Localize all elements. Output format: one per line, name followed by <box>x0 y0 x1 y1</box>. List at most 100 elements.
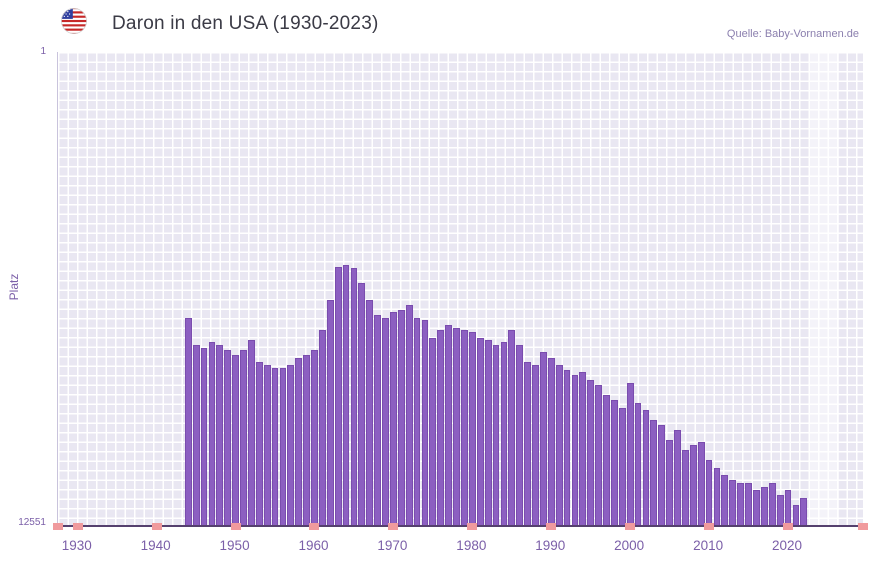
bar-1971[interactable] <box>397 310 405 525</box>
bar-1999[interactable] <box>618 407 626 525</box>
bar-1977[interactable] <box>445 324 453 525</box>
bar-1996[interactable] <box>595 384 602 525</box>
bar-1956[interactable] <box>279 367 287 525</box>
x-tick-label: 1940 <box>140 538 171 553</box>
bar-1982[interactable] <box>484 339 492 525</box>
bar-1951[interactable] <box>240 350 247 525</box>
x-axis: 1930 1940 1950 1960 1970 1980 1990 2000 2010 2020 <box>57 538 862 558</box>
bar-1969[interactable] <box>382 318 389 525</box>
bar-1988[interactable] <box>532 364 539 525</box>
bar-1981[interactable] <box>476 338 484 525</box>
y-axis-label: Platz <box>7 273 21 301</box>
bar-1993[interactable] <box>571 374 579 525</box>
bar-1961[interactable] <box>318 330 326 525</box>
bar-1986[interactable] <box>516 344 524 525</box>
bar-1970[interactable] <box>390 312 397 525</box>
bar-1980[interactable] <box>468 332 476 525</box>
bar-1945[interactable] <box>192 344 200 525</box>
bar-2017[interactable] <box>760 486 768 525</box>
bar-1978[interactable] <box>453 327 460 525</box>
bar-1972[interactable] <box>405 304 413 525</box>
x-tick-label: 2000 <box>614 538 645 553</box>
highlight-band <box>808 52 839 525</box>
bar-2007[interactable] <box>682 449 689 525</box>
bar-1950[interactable] <box>232 354 239 525</box>
bar-2010[interactable] <box>705 459 713 525</box>
bar-1955[interactable] <box>271 367 279 525</box>
us-flag-icon <box>60 7 88 35</box>
bar-1992[interactable] <box>563 370 571 525</box>
bar-1997[interactable] <box>603 394 610 525</box>
bar-2015[interactable] <box>745 482 752 525</box>
x-tick-label: 2020 <box>771 538 803 553</box>
bar-1998[interactable] <box>611 399 618 525</box>
bar-1979[interactable] <box>461 330 468 525</box>
bar-2002[interactable] <box>642 410 650 525</box>
bar-1973[interactable] <box>413 318 421 525</box>
bar-2000[interactable] <box>626 382 634 525</box>
bar-2022[interactable] <box>800 497 808 525</box>
bar-2005[interactable] <box>666 439 674 525</box>
bar-2012[interactable] <box>721 474 729 525</box>
bar-1946[interactable] <box>200 347 208 525</box>
bar-1949[interactable] <box>224 350 232 525</box>
bar-1944[interactable] <box>184 317 192 525</box>
bar-1968[interactable] <box>374 315 382 525</box>
bar-2020[interactable] <box>784 489 792 525</box>
bar-1954[interactable] <box>263 364 271 525</box>
bar-1974[interactable] <box>421 319 429 525</box>
x-tick-label: 1960 <box>298 538 329 553</box>
bar-1991[interactable] <box>555 364 563 525</box>
x-tick-label: 1950 <box>219 538 250 553</box>
bar-1994[interactable] <box>579 371 587 525</box>
bar-1985[interactable] <box>508 330 516 525</box>
bar-1990[interactable] <box>547 358 555 525</box>
bar-1989[interactable] <box>539 351 547 525</box>
bar-1976[interactable] <box>437 330 445 525</box>
bar-1984[interactable] <box>500 341 508 525</box>
bar-1987[interactable] <box>524 361 531 525</box>
bar-2003[interactable] <box>650 419 658 525</box>
axis-mark <box>467 522 478 530</box>
axis-mark <box>546 522 557 530</box>
bar-2006[interactable] <box>674 430 681 525</box>
bar-1960[interactable] <box>311 350 318 525</box>
x-tick-label: 2010 <box>693 538 724 553</box>
bar-1975[interactable] <box>429 338 437 525</box>
bar-2018[interactable] <box>768 482 776 525</box>
source-credit: Quelle: Baby-Vornamen.de <box>726 28 859 40</box>
bar-1953[interactable] <box>255 361 263 525</box>
bar-1967[interactable] <box>366 299 374 525</box>
axis-mark <box>151 522 162 530</box>
bar-2019[interactable] <box>776 494 784 525</box>
bar-2004[interactable] <box>658 425 666 525</box>
bar-2011[interactable] <box>713 468 721 525</box>
y-tick-bottom: 12551 <box>18 517 46 528</box>
bar-1962[interactable] <box>326 299 334 525</box>
bar-1983[interactable] <box>492 344 500 525</box>
bar-2021[interactable] <box>792 505 800 525</box>
x-tick-label: 1930 <box>61 538 92 553</box>
plot-area <box>53 52 868 530</box>
bar-1959[interactable] <box>303 354 310 525</box>
bar-1995[interactable] <box>587 379 595 525</box>
bar-1963[interactable] <box>334 266 342 525</box>
bar-1966[interactable] <box>358 283 366 525</box>
bar-1952[interactable] <box>247 339 255 525</box>
axis-mark <box>309 522 320 530</box>
axis-mark <box>783 522 794 530</box>
bar-1957[interactable] <box>287 364 295 525</box>
bar-2009[interactable] <box>697 442 705 525</box>
axis-mark <box>53 522 63 530</box>
bar-1964[interactable] <box>342 264 350 525</box>
bar-1948[interactable] <box>216 344 224 525</box>
axis-mark <box>858 522 868 530</box>
bar-2008[interactable] <box>689 445 697 525</box>
bar-2001[interactable] <box>634 402 642 525</box>
bar-2014[interactable] <box>737 482 745 525</box>
bar-1947[interactable] <box>208 341 216 525</box>
bar-1958[interactable] <box>295 358 303 525</box>
bar-2013[interactable] <box>729 480 737 525</box>
bar-1965[interactable] <box>350 267 358 525</box>
bar-2016[interactable] <box>753 489 760 525</box>
